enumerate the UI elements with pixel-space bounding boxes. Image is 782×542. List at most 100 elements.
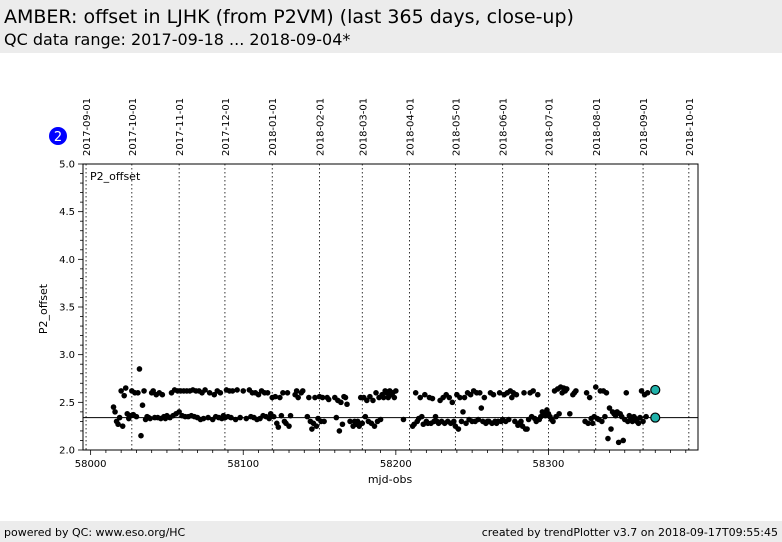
data-point [347, 418, 353, 425]
data-point [116, 414, 123, 421]
plot-footer: powered by QC: www.eso.org/HC created by… [0, 521, 782, 542]
data-point [122, 385, 129, 391]
y-tick-label: 3.5 [59, 303, 75, 314]
data-points [110, 366, 651, 446]
footer-credit: powered by QC: www.eso.org/HC [4, 526, 186, 539]
data-point [325, 396, 332, 403]
data-point [518, 418, 524, 425]
month-label: 2018-03-01 [358, 98, 369, 156]
data-point [638, 388, 645, 394]
highlight-point [650, 412, 661, 423]
data-point [400, 416, 407, 423]
data-point [312, 394, 318, 401]
data-point [176, 409, 182, 415]
data-point [205, 414, 211, 421]
data-point [623, 390, 630, 396]
data-point [458, 418, 465, 425]
data-point [272, 393, 279, 400]
data-point [370, 397, 376, 404]
data-point [393, 388, 399, 394]
data-point [446, 394, 453, 401]
data-point [264, 390, 271, 396]
data-point [284, 390, 291, 396]
y-tick-label: 2.0 [59, 446, 75, 457]
data-point [422, 391, 428, 398]
data-point [418, 413, 425, 420]
data-point [513, 391, 520, 398]
badge-number: 2 [54, 130, 62, 145]
data-point [136, 366, 143, 372]
data-point [135, 390, 141, 396]
data-point [449, 399, 456, 406]
y-tick-label: 3.0 [59, 350, 75, 361]
data-point [228, 414, 234, 421]
data-point [606, 405, 613, 411]
data-point [232, 416, 239, 423]
data-point [275, 424, 282, 430]
data-point [589, 420, 596, 427]
data-point [637, 414, 643, 421]
y-tick-label: 5.0 [59, 160, 75, 171]
data-point [367, 393, 373, 400]
data-point [217, 390, 224, 396]
data-point [603, 390, 610, 396]
data-point [240, 388, 247, 394]
data-point [321, 418, 327, 425]
badge: 2 [49, 127, 67, 145]
y-tick-label: 4.5 [59, 207, 75, 218]
data-point [138, 432, 144, 439]
data-point [278, 412, 285, 419]
x-tick-label: 58100 [227, 459, 259, 470]
data-point [461, 394, 468, 401]
data-point [417, 394, 424, 401]
month-label: 2017-10-01 [128, 98, 139, 156]
data-point [640, 418, 646, 425]
x-tick-label: 58000 [75, 459, 107, 470]
data-point [524, 426, 530, 432]
data-point [121, 392, 128, 399]
data-point [306, 394, 312, 401]
data-point [521, 390, 527, 396]
data-point [451, 418, 457, 425]
data-point [110, 404, 117, 410]
data-point [556, 410, 562, 417]
month-label: 2017-12-01 [221, 98, 232, 156]
data-point [270, 413, 277, 420]
month-label: 2017-11-01 [175, 98, 186, 156]
data-point [211, 391, 218, 398]
month-label: 2018-05-01 [451, 98, 462, 156]
data-point [237, 414, 243, 421]
data-point [277, 394, 283, 401]
data-point [344, 401, 350, 408]
data-point [429, 395, 436, 402]
data-point [563, 386, 570, 392]
page-title: AMBER: offset in LJHK (from P2VM) (last … [4, 6, 574, 28]
data-point [530, 388, 536, 394]
data-point [141, 388, 147, 394]
data-point [615, 439, 622, 446]
data-point [463, 420, 469, 427]
month-label: 2017-09-01 [82, 98, 93, 156]
data-point [309, 426, 315, 432]
x-tick-label: 58200 [380, 459, 412, 470]
highlighted-points [650, 384, 661, 423]
badge-circle [49, 127, 67, 145]
scatter-chart: 2017-09-01 2017-10-01 2017-11-01 2017-12-01… [37, 98, 699, 486]
data-point [620, 437, 627, 444]
data-point [644, 390, 651, 396]
data-point [476, 390, 483, 396]
data-point [255, 391, 262, 398]
data-point [304, 413, 311, 420]
x-axis-ticks: 58000 58100 58200 58300 [75, 450, 687, 470]
highlight-point [650, 384, 661, 396]
data-point [475, 416, 482, 423]
data-point [333, 414, 340, 421]
data-point [573, 388, 579, 394]
data-point [359, 420, 366, 427]
data-point [643, 413, 649, 420]
data-point [150, 388, 156, 394]
data-point [478, 405, 485, 411]
data-point [505, 416, 512, 423]
data-point [585, 420, 591, 427]
data-point [391, 394, 398, 401]
